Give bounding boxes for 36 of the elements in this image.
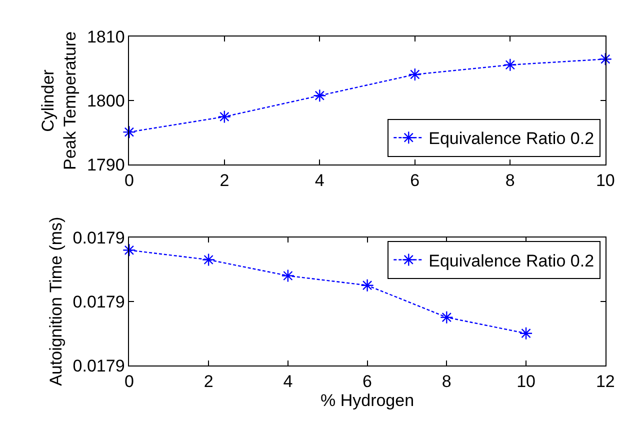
x-tick-label: 8	[505, 171, 515, 190]
point	[440, 310, 454, 324]
x-tick-label: 6	[410, 171, 420, 190]
point	[408, 68, 422, 82]
y-tick-label: 1790	[86, 156, 125, 175]
point	[313, 88, 326, 102]
y-axis-title: Autoignition Time (ms)	[46, 216, 66, 386]
point	[519, 326, 533, 340]
y-tick-label: 1800	[86, 92, 125, 111]
point	[504, 58, 517, 72]
point	[202, 253, 216, 266]
legend-label: Equivalence Ratio 0.2	[428, 129, 594, 148]
point	[360, 278, 374, 292]
x-tick-label: 4	[314, 171, 324, 190]
y-tick-label: 0.0179	[72, 228, 125, 248]
y-tick-label: 0.0179	[72, 292, 125, 312]
x-tick-label: 10	[596, 171, 615, 190]
x-tick-label: 0	[124, 171, 134, 190]
point	[281, 269, 295, 282]
x-tick-label: 2	[204, 372, 214, 391]
point	[598, 52, 612, 66]
x-tick-label: 6	[362, 372, 372, 391]
x-tick-label: 0	[124, 372, 134, 391]
x-axis-title: % Hydrogen	[320, 390, 414, 410]
x-tick-label: 12	[596, 372, 615, 391]
y-tick-label: 0.0179	[72, 356, 125, 376]
point	[122, 244, 136, 257]
point	[122, 125, 136, 139]
x-tick-label: 10	[516, 372, 536, 391]
point	[218, 110, 232, 124]
x-tick-label: 2	[220, 171, 230, 190]
y-tick-label: 1810	[86, 28, 125, 47]
x-tick-label: 4	[283, 372, 293, 391]
legend-label: Equivalence Ratio 0.2	[428, 251, 594, 270]
y-axis-title: Cylinder Peak Temperature	[38, 31, 80, 170]
x-tick-label: 8	[442, 372, 452, 391]
